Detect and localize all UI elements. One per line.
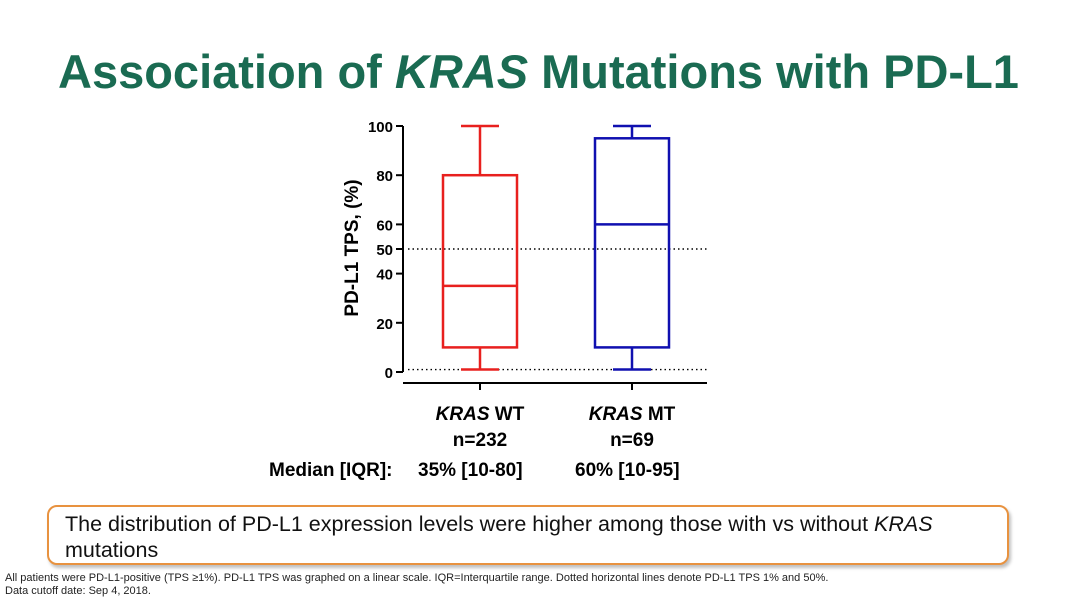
iqr-box: [441, 173, 519, 349]
median-row-label: Median [IQR]:: [269, 460, 393, 481]
box-wt: [441, 124, 519, 371]
box-plot-chart: 0 20 40 50 60 80 100 PD-L1 TPS, (%): [342, 119, 707, 390]
page-title: Association of KRAS Mutations with PD-L1: [58, 42, 1080, 102]
title-part1: Association of: [58, 45, 395, 98]
median-row-value-wt: 35% [10-80]: [418, 460, 523, 481]
y-axis-label: PD-L1 TPS, (%): [342, 179, 363, 316]
conclusion-callout: The distribution of PD-L1 expression lev…: [47, 505, 1009, 565]
callout-text-end: mutations: [65, 538, 159, 562]
y-tick-label-100: 100: [368, 119, 393, 136]
y-tick-label-20: 20: [376, 316, 393, 333]
y-tick-label-60: 60: [376, 217, 393, 234]
callout-text-gene: KRAS: [874, 512, 933, 536]
category-n-wt: n=232: [452, 430, 508, 451]
footnote-line1: All patients were PD-L1-positive (TPS ≥1…: [5, 572, 829, 584]
category-label-mt: KRAS MT n=69: [562, 402, 702, 454]
y-tick-label-50: 50: [376, 242, 393, 259]
footnote: All patients were PD-L1-positive (TPS ≥1…: [5, 572, 1075, 598]
callout-text-main: The distribution of PD-L1 expression lev…: [65, 512, 875, 536]
category-gene-mt: KRAS: [588, 404, 643, 425]
title-gene: KRAS: [394, 45, 529, 98]
category-suffix-mt: MT: [642, 404, 676, 425]
box-mt: [593, 124, 671, 371]
category-n-mt: n=69: [610, 430, 654, 451]
y-tick-label-0: 0: [385, 365, 393, 382]
iqr-box: [593, 137, 671, 349]
category-label-wt: KRAS WT n=232: [410, 402, 550, 454]
callout-text: The distribution of PD-L1 expression lev…: [65, 511, 1000, 563]
y-tick-label-40: 40: [376, 267, 393, 284]
title-part2: Mutations with PD-L1: [528, 45, 1019, 98]
footnote-line2: Data cutoff date: Sep 4, 2018.: [5, 585, 151, 597]
median-row-value-mt: 60% [10-95]: [575, 460, 680, 481]
category-suffix-wt: WT: [489, 404, 525, 425]
category-gene-wt: KRAS: [435, 404, 490, 425]
y-tick-label-80: 80: [376, 168, 393, 185]
